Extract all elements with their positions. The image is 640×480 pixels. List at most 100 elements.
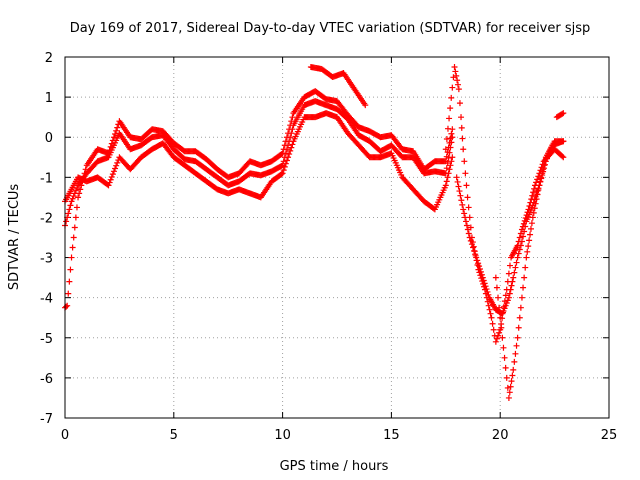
data-point	[503, 300, 510, 307]
data-point	[497, 314, 504, 321]
data-point	[278, 162, 285, 169]
data-point	[108, 173, 115, 180]
data-point	[481, 280, 488, 287]
data-point	[442, 146, 449, 153]
data-point	[65, 210, 72, 217]
data-point	[456, 100, 463, 107]
data-point	[476, 263, 483, 270]
data-point	[487, 310, 494, 317]
data-point	[289, 114, 296, 121]
data-point	[448, 158, 455, 165]
data-point	[464, 226, 471, 233]
data-point	[496, 304, 503, 311]
data-point	[483, 286, 490, 293]
data-point	[446, 115, 453, 122]
data-point	[530, 209, 537, 216]
data-point	[72, 187, 79, 194]
y-tick-label: -7	[40, 412, 53, 427]
data-point	[106, 179, 113, 186]
data-point	[489, 320, 496, 327]
data-point	[445, 170, 452, 177]
data-point	[442, 182, 449, 189]
data-point	[518, 238, 525, 245]
data-point	[541, 162, 548, 169]
data-point	[113, 127, 120, 134]
data-point	[510, 274, 517, 281]
data-point	[289, 126, 296, 133]
data-point	[535, 186, 542, 193]
data-point	[526, 237, 533, 244]
data-point	[502, 292, 509, 299]
data-point	[492, 274, 499, 281]
data-point	[485, 291, 492, 298]
data-point	[70, 193, 77, 200]
data-point	[498, 324, 505, 331]
data-point	[523, 254, 530, 261]
data-point	[463, 218, 470, 225]
data-point	[463, 222, 470, 229]
data-points	[62, 64, 567, 401]
data-point	[537, 167, 544, 174]
data-point	[109, 171, 116, 178]
data-point	[536, 182, 543, 189]
x-tick-label: 5	[170, 428, 178, 443]
data-point	[283, 146, 290, 153]
data-point	[475, 260, 482, 267]
data-point	[73, 185, 80, 192]
data-point	[286, 151, 293, 158]
data-point	[522, 223, 529, 230]
data-point	[540, 166, 547, 173]
data-point	[559, 110, 566, 117]
data-point	[458, 114, 465, 121]
y-tick-label: 1	[45, 91, 53, 106]
data-point	[521, 228, 528, 235]
data-point	[488, 314, 495, 321]
data-point	[517, 242, 524, 249]
plot-frame	[64, 56, 610, 419]
data-point	[72, 214, 79, 221]
data-point	[451, 64, 458, 71]
data-point	[285, 142, 292, 149]
data-point	[534, 176, 541, 183]
data-point	[66, 278, 73, 285]
data-point	[505, 394, 512, 401]
data-point	[560, 138, 567, 145]
data-point	[282, 160, 289, 167]
y-tick-label: -6	[40, 372, 53, 387]
series-trace-4	[307, 64, 369, 109]
y-tick-label: -5	[40, 332, 53, 347]
data-point	[532, 200, 539, 207]
data-point	[448, 130, 455, 137]
data-point	[518, 294, 525, 301]
data-point	[465, 230, 472, 237]
data-point	[446, 166, 453, 173]
data-point	[508, 378, 515, 385]
data-point	[482, 283, 489, 290]
data-point	[480, 277, 487, 284]
data-point	[107, 176, 114, 183]
data-point	[466, 234, 473, 241]
data-point	[456, 188, 463, 195]
data-point	[449, 154, 456, 161]
data-point	[362, 102, 369, 109]
data-point	[511, 269, 518, 276]
data-point	[506, 290, 513, 297]
data-point	[501, 354, 508, 361]
data-point	[470, 244, 476, 251]
data-point	[453, 174, 460, 181]
data-point	[77, 186, 84, 193]
data-point	[474, 257, 481, 264]
x-tick-label: 25	[601, 428, 618, 443]
data-point	[479, 274, 486, 281]
data-point	[507, 383, 514, 390]
y-tick-label: -3	[40, 252, 53, 267]
data-point	[447, 162, 454, 169]
data-point	[447, 144, 454, 151]
data-point	[443, 178, 450, 185]
data-point	[287, 147, 294, 154]
data-point	[462, 170, 469, 177]
data-point	[444, 125, 451, 132]
data-point	[504, 384, 511, 391]
data-point	[493, 284, 500, 291]
